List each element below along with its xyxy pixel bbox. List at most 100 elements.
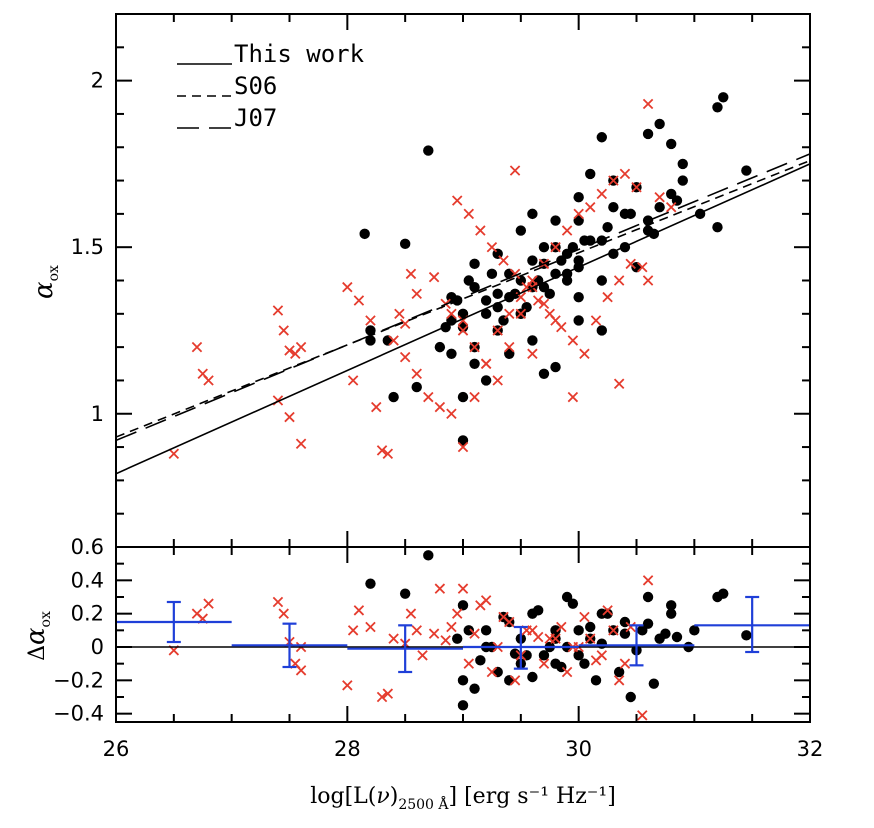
bottom-point-circle	[475, 655, 486, 666]
top-point-cross	[498, 255, 509, 266]
bottom-panel: −0.4 −0.2 0 0.2 0.4 0.6 26 28 30 32	[53, 535, 823, 761]
top-point-circle	[642, 128, 654, 140]
top-point-circle	[492, 288, 503, 300]
top-point-cross	[608, 175, 619, 186]
top-point-circle	[573, 215, 584, 226]
bottom-point-cross	[278, 608, 289, 619]
x-tick-label: 30	[565, 737, 592, 761]
top-y-tick-label: 1	[91, 402, 104, 426]
top-point-circle	[538, 368, 550, 379]
top-point-cross	[602, 291, 613, 303]
top-point-circle	[457, 308, 469, 320]
bottom-point-cross	[590, 655, 602, 666]
top-point-circle	[550, 361, 561, 373]
top-point-cross	[486, 241, 498, 253]
bottom-point-circle	[642, 591, 654, 603]
bottom-panel-frame	[115, 546, 811, 723]
bottom-point-circle	[573, 650, 584, 661]
bottom-point-cross	[561, 666, 573, 678]
bottom-y-tick-label: 0.6	[71, 535, 104, 559]
top-point-cross	[480, 358, 492, 370]
top-point-circle	[573, 255, 584, 266]
top-y-tick-label: 2	[91, 69, 104, 93]
top-point-cross	[631, 181, 642, 193]
top-point-circle	[515, 225, 527, 236]
bottom-point-circle	[550, 625, 561, 636]
top-panel-ticks: 11.52	[71, 13, 811, 548]
top-point-circle	[469, 358, 480, 369]
top-point-circle	[677, 158, 688, 170]
top-point-cross	[584, 201, 596, 213]
top-point-circle	[573, 291, 584, 303]
top-point-cross	[394, 308, 405, 320]
bottom-point-circle	[365, 578, 376, 589]
bottom-y-axis-label: Δαox	[21, 611, 54, 661]
top-point-cross	[365, 315, 376, 326]
bottom-point-cross	[642, 575, 654, 586]
top-point-cross	[284, 411, 295, 423]
top-point-cross	[654, 191, 665, 203]
top-point-circle	[741, 165, 752, 176]
top-point-cross	[567, 335, 579, 346]
bottom-y-tick-label: 0.2	[71, 602, 104, 626]
top-point-circle	[504, 348, 515, 359]
top-point-cross	[596, 188, 608, 200]
bottom-panel-binned-means	[116, 595, 810, 674]
bottom-point-circle	[579, 658, 590, 669]
top-point-cross	[590, 315, 602, 326]
bottom-point-cross	[417, 650, 428, 661]
top-point-cross	[203, 375, 214, 386]
top-point-cross	[642, 275, 654, 286]
bottom-point-circle	[613, 666, 625, 678]
bottom-point-circle	[457, 675, 469, 686]
bottom-point-circle	[423, 550, 434, 561]
top-point-circle	[596, 132, 607, 143]
bottom-point-circle	[538, 650, 550, 661]
top-point-circle	[463, 275, 474, 286]
bottom-point-circle	[457, 700, 469, 711]
top-point-circle	[457, 435, 469, 446]
bottom-point-circle	[718, 588, 729, 599]
top-point-cross	[382, 448, 394, 459]
bottom-point-cross	[446, 621, 457, 633]
bottom-panel-marks	[168, 550, 752, 721]
top-point-cross	[469, 341, 480, 353]
bottom-point-circle	[561, 591, 573, 603]
top-point-circle	[446, 348, 457, 359]
top-point-cross	[278, 325, 289, 336]
top-y-axis-label: αox	[29, 265, 62, 299]
bottom-point-cross	[486, 666, 498, 678]
bottom-point-circle	[457, 600, 469, 611]
bottom-point-circle	[480, 625, 492, 636]
top-point-circle	[365, 335, 376, 346]
bottom-y-tick-label: 0.4	[71, 568, 104, 592]
bottom-point-circle	[504, 675, 515, 686]
bottom-point-circle	[689, 625, 700, 636]
bottom-point-cross	[619, 658, 631, 669]
top-point-cross	[411, 288, 422, 300]
top-point-cross	[284, 345, 295, 356]
bottom-point-circle	[648, 678, 660, 689]
bottom-point-cross	[451, 608, 463, 619]
top-point-cross	[342, 281, 353, 293]
top-point-circle	[567, 241, 579, 253]
bottom-point-circle	[671, 631, 683, 643]
bottom-point-cross	[637, 710, 648, 721]
top-point-circle	[573, 315, 584, 326]
top-point-cross	[642, 98, 654, 110]
top-point-cross	[399, 318, 411, 330]
top-point-cross	[573, 208, 584, 220]
top-point-circle	[365, 325, 376, 336]
bottom-point-cross	[584, 633, 596, 644]
top-point-cross	[168, 448, 180, 459]
top-point-circle	[677, 175, 688, 186]
bottom-point-circle	[741, 630, 752, 641]
bottom-point-cross	[463, 658, 475, 669]
top-point-cross	[550, 241, 561, 253]
bottom-point-circle	[585, 621, 596, 633]
bottom-point-cross	[544, 633, 555, 644]
bottom-point-cross	[353, 605, 365, 616]
top-point-cross	[411, 368, 422, 380]
bottom-point-cross	[440, 635, 451, 646]
bottom-point-cross	[579, 611, 590, 623]
